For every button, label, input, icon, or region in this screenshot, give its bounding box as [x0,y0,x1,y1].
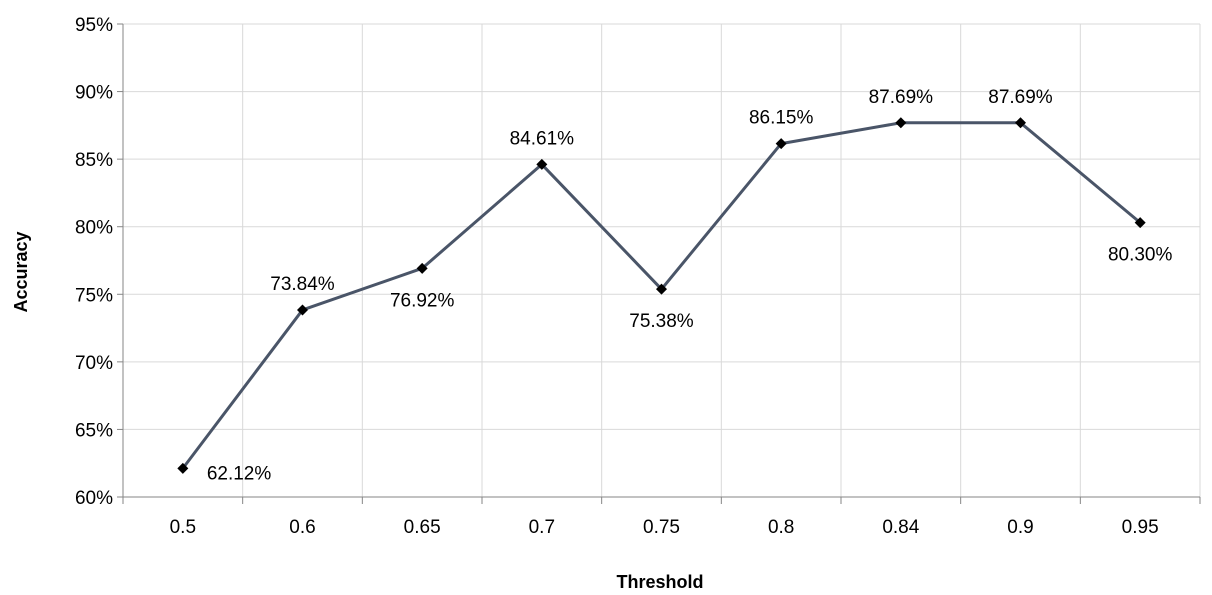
y-tick-label: 65% [75,420,113,441]
data-point-marker [1015,117,1026,129]
data-label: 73.84% [270,274,335,295]
data-label: 75.38% [629,311,694,332]
axes [117,23,1201,504]
data-point-marker [1134,217,1146,229]
data-labels: 62.12% 73.84% 76.92% 84.61% 75.38% 86.15% 87.6… [207,87,1173,485]
data-point-marker [416,262,428,274]
y-tick-label: 60% [75,488,113,509]
data-point-marker [177,462,189,474]
data-label: 80.30% [1108,245,1173,266]
data-label: 62.12% [207,463,272,484]
data-point-marker [297,304,308,316]
x-tick-label: 0.9 [1007,517,1033,538]
series-line [181,121,1142,470]
x-tick-label: 0.75 [643,517,680,538]
y-tick-label: 75% [75,285,113,306]
data-point-marker [656,283,667,295]
x-axis-title: Threshold [616,572,703,592]
y-tick-label: 95% [75,15,113,36]
data-point-marker [895,117,907,129]
data-label: 87.69% [869,87,934,108]
y-tick-label: 70% [75,353,113,374]
x-tick-label: 0.95 [1122,517,1159,538]
data-label: 84.61% [510,128,575,149]
x-tick-label: 0.5 [170,517,196,538]
x-tick-label: 0.6 [289,517,315,538]
x-tick-label: 0.65 [404,517,441,538]
grid-lines [123,23,1201,497]
data-label: 87.69% [988,87,1053,108]
data-point-marker [536,158,548,170]
x-tick-labels: 0.5 0.6 0.65 0.7 0.75 0.8 0.84 0.9 0.95 [170,517,1159,538]
y-tick-labels: 60% 65% 70% 75% 80% 85% 90% 95% [75,15,113,509]
data-label: 76.92% [390,290,455,311]
data-label: 86.15% [749,108,814,129]
x-tick-label: 0.8 [768,517,794,538]
y-axis-title: Accuracy [11,231,31,312]
x-tick-label: 0.84 [882,517,919,538]
series-group [177,117,1146,474]
x-tick-label: 0.7 [529,517,555,538]
data-point-marker [775,138,787,150]
y-tick-label: 85% [75,150,113,171]
y-tick-label: 90% [75,83,113,104]
y-tick-label: 80% [75,218,113,239]
